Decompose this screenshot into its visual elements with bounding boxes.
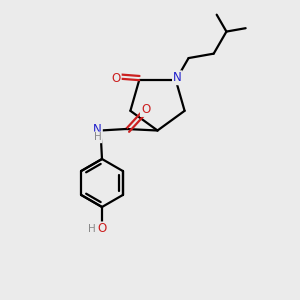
Text: O: O [112,72,121,85]
Text: N: N [173,71,182,84]
Text: O: O [141,103,150,116]
Text: O: O [98,222,106,236]
Text: H: H [94,132,101,142]
Text: N: N [93,123,102,136]
Text: H: H [88,224,95,234]
